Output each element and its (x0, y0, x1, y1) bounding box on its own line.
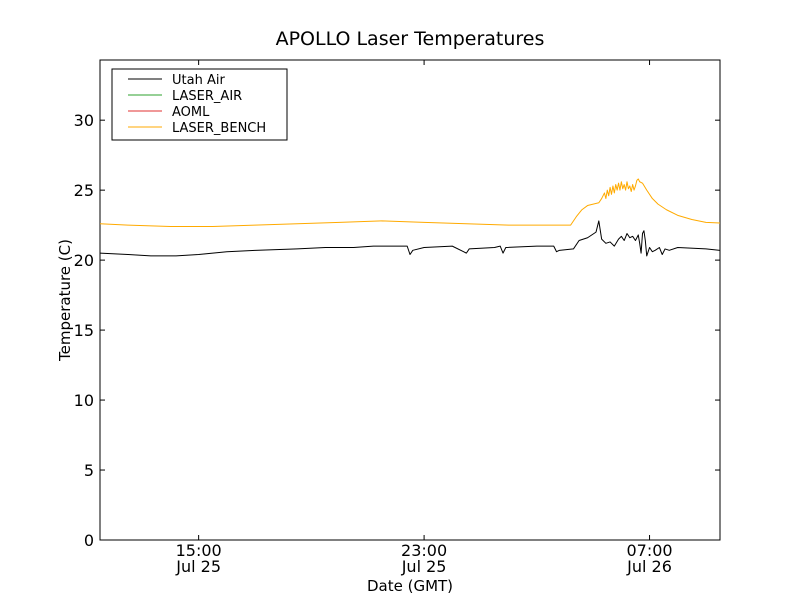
x-tick-label-time: 15:00 (176, 541, 222, 560)
x-tick-label-time: 23:00 (401, 541, 447, 560)
series-line-laser-bench (100, 178, 720, 228)
y-tick-label: 10 (74, 391, 94, 410)
y-tick-label: 15 (74, 321, 94, 340)
chart-title: APOLLO Laser Temperatures (276, 28, 545, 50)
legend-label-laser-air: LASER_AIR (172, 89, 242, 104)
y-tick-label: 20 (74, 251, 94, 270)
x-axis-label: Date (GMT) (367, 577, 453, 595)
series-layer (100, 178, 720, 257)
y-tick-label: 30 (74, 111, 94, 130)
x-tick-label-date: Jul 25 (401, 557, 447, 576)
y-tick-label: 25 (74, 181, 94, 200)
legend-label-utah-air: Utah Air (172, 73, 225, 88)
x-tick-label-date: Jul 26 (626, 557, 672, 576)
series-line-utah-air (100, 220, 720, 257)
y-tick-label: 0 (84, 531, 94, 550)
x-tick-label-time: 07:00 (626, 541, 672, 560)
y-axis-label: Temperature (C) (56, 239, 74, 362)
legend-box (111, 68, 288, 141)
y-axis: 0 5 10 15 20 25 30 (74, 111, 720, 550)
legend-label-laser-bench: LASER_BENCH (172, 121, 266, 136)
legend-label-aoml: AOML (172, 105, 210, 120)
x-tick-label-date: Jul 25 (175, 557, 221, 576)
y-tick-label: 5 (84, 461, 94, 480)
